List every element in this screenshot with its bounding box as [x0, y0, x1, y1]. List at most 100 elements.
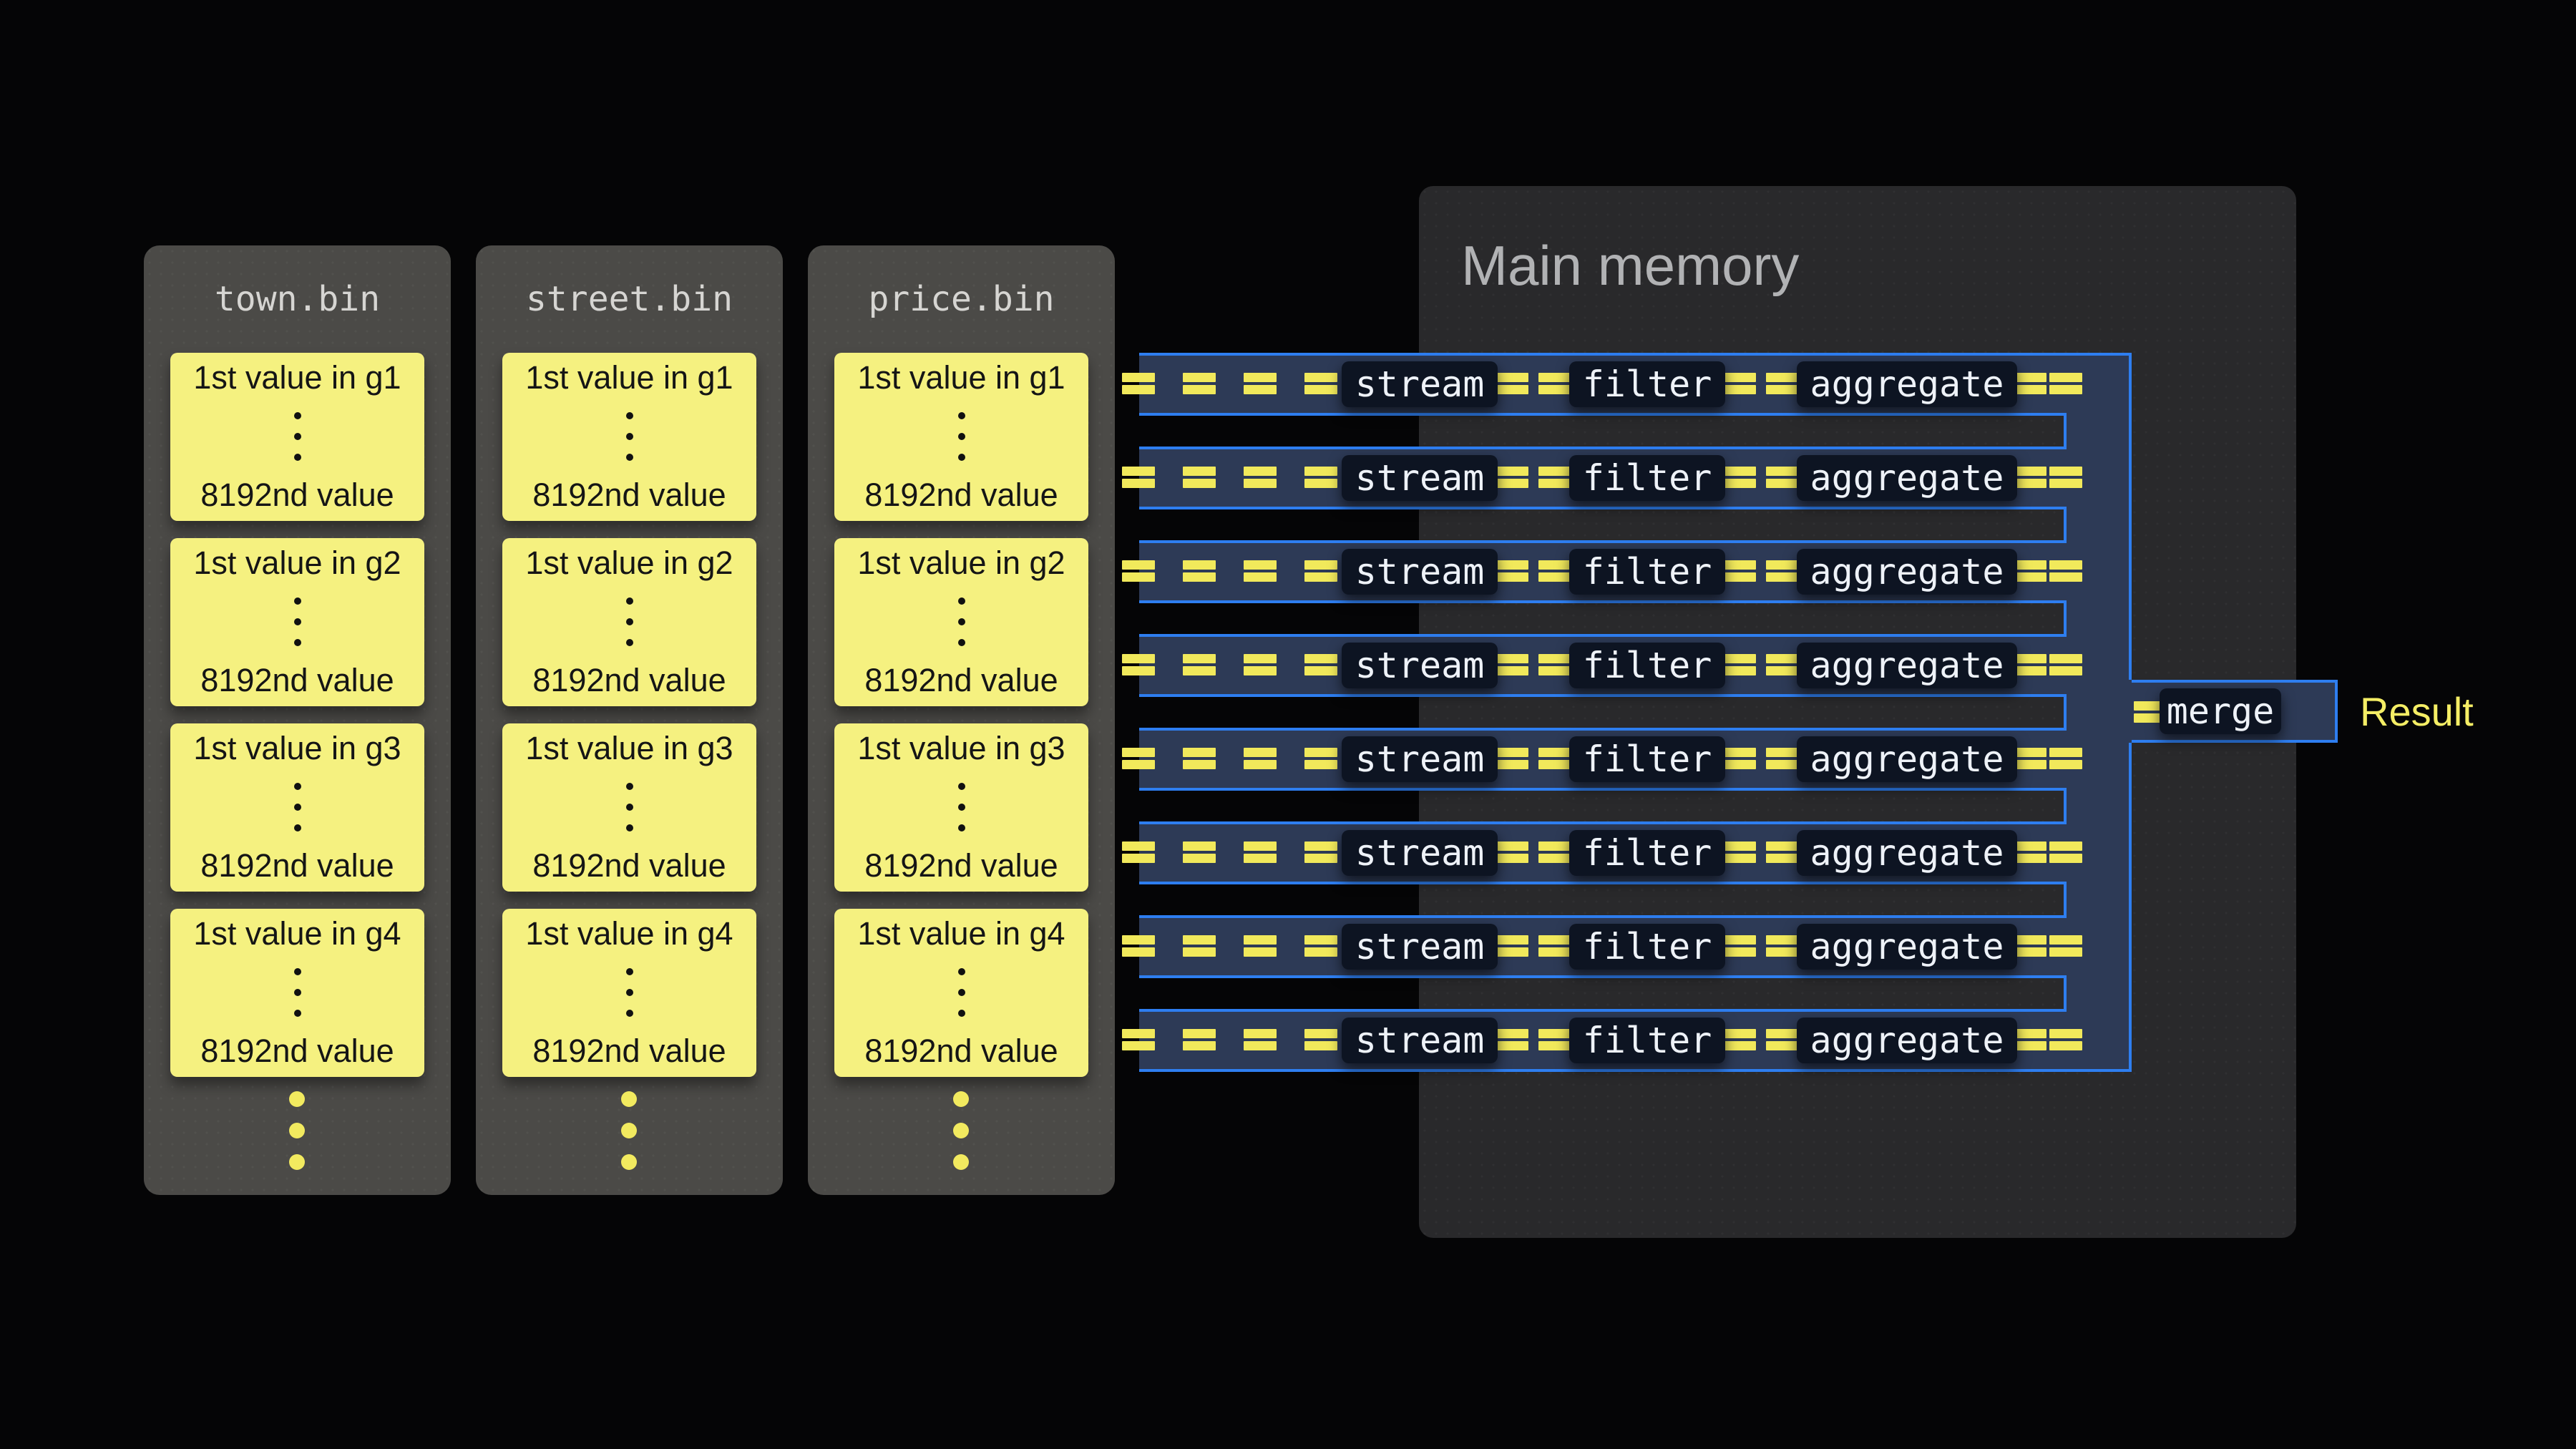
flow-dash — [1766, 1029, 1799, 1050]
card-last-value-label: 8192nd value — [200, 661, 394, 698]
flow-dash — [1304, 841, 1337, 863]
card-first-value-label: 1st value in g2 — [193, 545, 401, 581]
flow-dash — [1304, 1029, 1337, 1050]
card-last-value-label: 8192nd value — [532, 476, 726, 513]
flow-dash — [1766, 748, 1799, 769]
flow-dash — [1122, 935, 1155, 957]
value-group-card: 1st value in g4 8192nd value — [502, 909, 756, 1077]
stream-chip: stream — [1342, 736, 1498, 782]
filter-chip: filter — [1569, 924, 1725, 970]
flow-dash — [2014, 467, 2046, 488]
aggregate-chip: aggregate — [1797, 361, 2017, 407]
file-name-label: street.bin — [526, 279, 733, 319]
flow-dash — [1538, 560, 1571, 582]
result-label: Result — [2360, 688, 2474, 734]
card-first-value-label: 1st value in g4 — [857, 915, 1065, 952]
more-groups-dot — [621, 1091, 637, 1107]
card-first-value-label: 1st value in g3 — [525, 730, 733, 766]
flow-dash — [1244, 373, 1277, 394]
flow-dash — [1304, 467, 1337, 488]
card-first-value-label: 1st value in g4 — [193, 915, 401, 952]
row-gap-bracket — [2064, 975, 2067, 1012]
filter-chip: filter — [1569, 736, 1725, 782]
flow-dash — [2049, 373, 2082, 394]
flow-dash — [1304, 373, 1337, 394]
flow-dash — [1496, 373, 1528, 394]
value-group-card: 1st value in g2 8192nd value — [834, 538, 1088, 706]
flow-dash — [2049, 841, 2082, 863]
flow-dash — [2049, 560, 2082, 582]
flow-dash — [1122, 467, 1155, 488]
stream-chip: stream — [1342, 455, 1498, 501]
flow-dash — [1766, 841, 1799, 863]
flow-dash — [1496, 467, 1528, 488]
flow-dash — [1538, 373, 1571, 394]
value-group-card: 1st value in g1 8192nd value — [170, 353, 424, 521]
flow-dash — [1723, 560, 1756, 582]
flow-dash — [1122, 373, 1155, 394]
flow-dash — [2014, 654, 2046, 675]
flow-dash — [1766, 467, 1799, 488]
file-panel: street.bin 1st value in g1 8192nd value 1st… — [476, 245, 783, 1195]
card-last-value-label: 8192nd value — [200, 847, 394, 884]
merge-flow-dash — [2134, 701, 2167, 723]
filter-chip: filter — [1569, 455, 1725, 501]
flow-dash — [1244, 935, 1277, 957]
flow-dash — [1304, 560, 1337, 582]
flow-dash — [1244, 654, 1277, 675]
aggregate-chip: aggregate — [1797, 1018, 2017, 1063]
flow-dash — [1183, 373, 1216, 394]
card-last-value-label: 8192nd value — [200, 1032, 394, 1069]
aggregate-chip: aggregate — [1797, 549, 2017, 595]
row-gap-bracket — [2064, 882, 2067, 918]
flow-dash — [1304, 748, 1337, 769]
card-last-value-label: 8192nd value — [864, 847, 1058, 884]
aggregate-chip: aggregate — [1797, 830, 2017, 876]
flow-dash — [2049, 654, 2082, 675]
flow-dash — [1496, 748, 1528, 769]
flow-dash — [1183, 748, 1216, 769]
card-last-value-label: 8192nd value — [864, 661, 1058, 698]
card-ellipsis — [957, 411, 965, 461]
card-first-value-label: 1st value in g4 — [525, 915, 733, 952]
flow-dash — [1766, 654, 1799, 675]
flow-dash — [2014, 748, 2046, 769]
flow-dash — [2049, 1029, 2082, 1050]
card-first-value-label: 1st value in g3 — [857, 730, 1065, 766]
stream-chip: stream — [1342, 643, 1498, 688]
flow-dash — [1496, 841, 1528, 863]
flow-dash — [1766, 373, 1799, 394]
flow-dash — [1183, 935, 1216, 957]
card-ellipsis — [625, 597, 633, 646]
flow-dash — [1723, 654, 1756, 675]
card-last-value-label: 8192nd value — [532, 847, 726, 884]
card-last-value-label: 8192nd value — [200, 476, 394, 513]
card-ellipsis — [957, 597, 965, 646]
value-group-card: 1st value in g3 8192nd value — [170, 723, 424, 892]
flow-dash — [1244, 748, 1277, 769]
flow-dash — [2049, 467, 2082, 488]
card-ellipsis — [625, 411, 633, 461]
more-groups-dot — [953, 1123, 969, 1138]
flow-dash — [1304, 935, 1337, 957]
flow-dash — [1244, 841, 1277, 863]
card-first-value-label: 1st value in g2 — [525, 545, 733, 581]
flow-dash — [1723, 748, 1756, 769]
flow-dash — [1766, 560, 1799, 582]
card-last-value-label: 8192nd value — [864, 1032, 1058, 1069]
card-ellipsis — [957, 782, 965, 831]
value-group-card: 1st value in g3 8192nd value — [834, 723, 1088, 892]
flow-dash — [1183, 1029, 1216, 1050]
stream-chip: stream — [1342, 830, 1498, 876]
stream-chip: stream — [1342, 1018, 1498, 1063]
more-groups-dot — [289, 1154, 305, 1170]
flow-dash — [2014, 1029, 2046, 1050]
card-last-value-label: 8192nd value — [532, 1032, 726, 1069]
flow-dash — [1122, 748, 1155, 769]
merge-chip: merge — [2160, 688, 2281, 734]
flow-dash — [1538, 654, 1571, 675]
more-groups-dot — [289, 1091, 305, 1107]
aggregate-chip: aggregate — [1797, 455, 2017, 501]
flow-dash — [1122, 1029, 1155, 1050]
row-gap-bracket — [2064, 694, 2067, 731]
